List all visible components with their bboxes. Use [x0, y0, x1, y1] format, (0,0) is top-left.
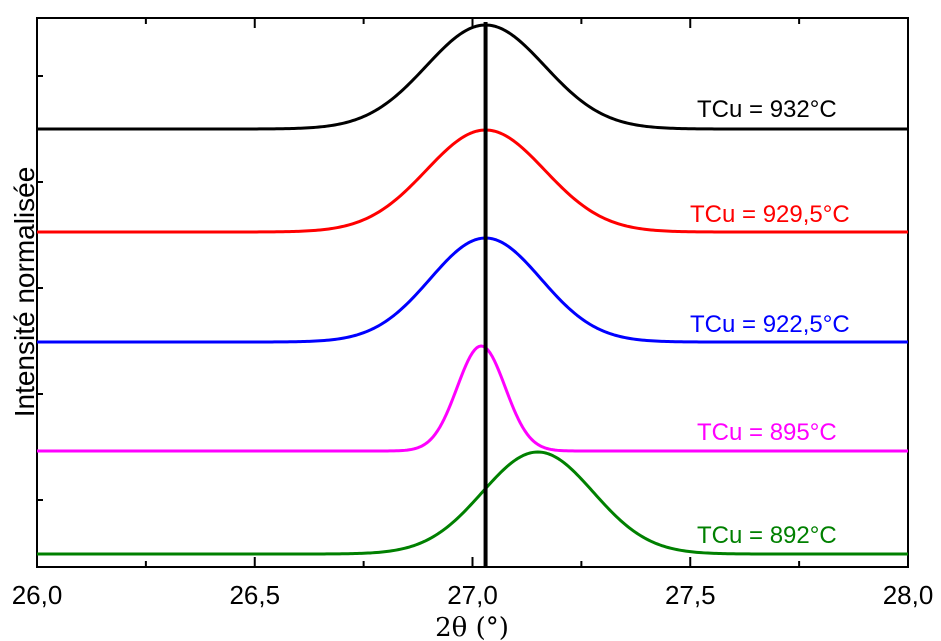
- x-axis-label: 2θ (°): [435, 613, 509, 641]
- series-line: [37, 450, 908, 556]
- series-labels: TCu = 932°C TCu = 929,5°C TCu = 922,5°C TCu…: [690, 96, 850, 549]
- series-label: TCu = 929,5°C: [690, 201, 850, 228]
- series-line: [37, 344, 908, 453]
- series-label: TCu = 932°C: [697, 96, 837, 123]
- series-label: TCu = 895°C: [697, 419, 837, 446]
- y-axis-label: Intensité normalisée: [9, 167, 40, 418]
- series-label: TCu = 892°C: [697, 522, 837, 549]
- series-lines: [37, 23, 908, 556]
- x-tick-label: 26,0: [12, 580, 63, 610]
- series-line: [37, 236, 908, 344]
- x-tick-label: 27,0: [447, 580, 498, 610]
- series-label: TCu = 922,5°C: [690, 311, 850, 338]
- y-ticks: [37, 75, 43, 501]
- x-tick-label: 27,5: [665, 580, 716, 610]
- series-line: [37, 128, 908, 234]
- series-line: [37, 23, 908, 131]
- x-tick-label: 28,0: [883, 580, 934, 610]
- x-tick-labels: 26,0 26,5 27,0 27,5 28,0: [12, 580, 934, 610]
- x-tick-label: 26,5: [229, 580, 280, 610]
